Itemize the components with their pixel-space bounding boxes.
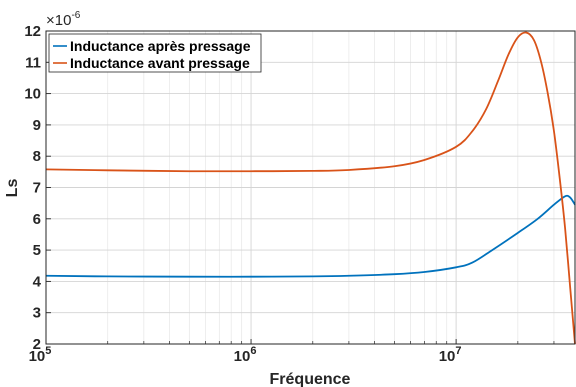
x-tick-label: 107 bbox=[439, 345, 462, 365]
y-tick-label: 4 bbox=[33, 273, 42, 290]
y-tick-label: 9 bbox=[33, 117, 41, 134]
legend-box bbox=[48, 33, 262, 73]
y-exponent-label: ×10-6 bbox=[46, 10, 81, 29]
y-tick-label: 6 bbox=[33, 211, 41, 228]
axis-ticks: 105 106 107 2 3 4 5 6 7 8 9 10 11 12 bbox=[24, 23, 555, 365]
y-tick-label: 3 bbox=[33, 305, 41, 322]
series-line-1 bbox=[45, 31, 576, 345]
svg-text:×10-6: ×10-6 bbox=[46, 10, 81, 29]
y-exponent-base: ×10 bbox=[46, 12, 71, 29]
y-tick-label: 8 bbox=[33, 148, 41, 165]
x-tick-label: 106 bbox=[234, 345, 257, 365]
legend: Inductance après pressage Inductance ava… bbox=[48, 33, 262, 73]
y-exponent-power: -6 bbox=[71, 10, 80, 21]
x-axis-title: Fréquence bbox=[270, 371, 351, 387]
y-tick-label: 11 bbox=[25, 54, 41, 71]
y-tick-label: 5 bbox=[33, 242, 41, 259]
legend-label-avant: Inductance avant pressage bbox=[70, 55, 250, 71]
y-axis-title: Ls bbox=[4, 179, 21, 198]
y-tick-label: 7 bbox=[33, 180, 41, 197]
y-tick-label: 10 bbox=[24, 86, 41, 103]
series-lines bbox=[45, 31, 576, 345]
x-tick-label: 105 bbox=[29, 345, 52, 365]
series-line-0 bbox=[45, 194, 576, 278]
legend-label-apres: Inductance après pressage bbox=[70, 38, 251, 54]
y-tick-label: 12 bbox=[24, 23, 41, 40]
y-tick-label: 2 bbox=[33, 336, 41, 353]
